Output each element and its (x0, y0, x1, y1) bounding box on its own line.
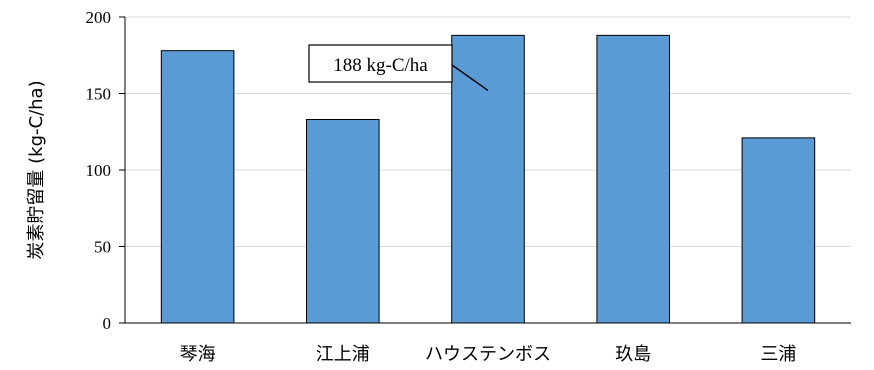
y-tick-label: 50 (94, 238, 111, 257)
bar (160, 50, 235, 324)
x-category-label: 玖島 (615, 344, 651, 365)
x-category-labels: 琴海 江上浦 ハウステンボス 玖島 三浦 (180, 344, 797, 365)
y-axis-label: 炭素貯留量 (kg-C/ha) (26, 80, 47, 259)
callout-annotation: 188 kg-C/ha (308, 44, 489, 92)
y-tick-label: 150 (86, 85, 112, 104)
bar (451, 34, 525, 324)
bar (596, 34, 671, 324)
bars (160, 34, 816, 324)
callout-box (308, 44, 453, 83)
y-tick-label: 0 (103, 314, 112, 333)
callout-leader-line (451, 64, 489, 92)
x-category-label: 琴海 (180, 344, 216, 365)
x-category-label: ハウステンボス (425, 344, 551, 365)
callout-label: 188 kg-C/ha (333, 55, 428, 76)
bar (306, 119, 380, 324)
y-tick-label: 200 (86, 8, 112, 27)
bar (741, 137, 816, 324)
y-tick-label: 100 (86, 161, 112, 180)
y-tick-labels: 0 50 100 150 200 (86, 8, 112, 333)
x-category-label: 三浦 (760, 344, 796, 365)
x-category-label: 江上浦 (316, 344, 370, 365)
